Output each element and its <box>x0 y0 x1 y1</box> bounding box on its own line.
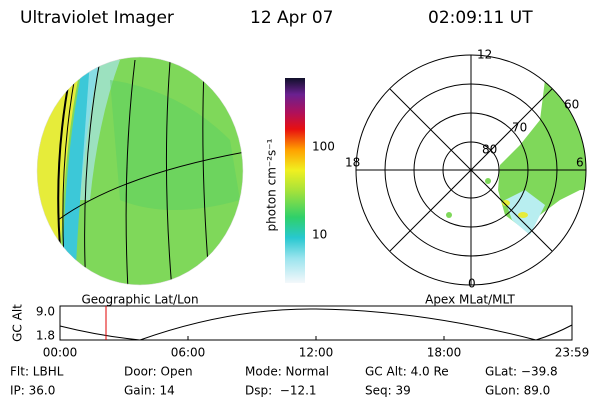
altitude-curve <box>59 308 573 341</box>
x-tick-label: 12:00 <box>299 346 334 360</box>
colorbar-tick-label: 100 <box>312 140 335 154</box>
colorbar-tick-label: 10 <box>312 228 327 242</box>
globe-outline <box>36 56 244 286</box>
status-field: IP: 36.0 <box>10 384 55 398</box>
status-field: Door: Open <box>124 365 193 379</box>
globe-image <box>37 57 243 285</box>
left-caption: Geographic Lat/Lon <box>81 293 198 307</box>
status-field: Gain: 14 <box>124 384 175 398</box>
footer: Flt: LBHL Door: Open Mode: Normal GC Alt: 4… <box>10 365 558 398</box>
x-ticks: 00:00 06:00 12:00 18:00 23:59 <box>43 336 590 360</box>
status-field: GLat: −39.8 <box>485 365 558 379</box>
polar-caption: Apex MLat/MLT <box>425 293 515 307</box>
y-tick-label: 1.8 <box>36 329 55 343</box>
polar-grid <box>355 54 587 286</box>
x-tick-label: 00:00 <box>43 346 78 360</box>
x-tick-label: 23:59 <box>555 346 590 360</box>
polar-hour-label: 12 <box>477 48 492 62</box>
status-field: Flt: LBHL <box>10 365 64 379</box>
polar-lat-label: 80 <box>482 143 497 157</box>
colorbar-label: photon cm⁻²s⁻¹ <box>265 138 279 231</box>
x-tick-label: 06:00 <box>171 346 206 360</box>
polar-lat-label: 60 <box>564 98 579 112</box>
date: 12 Apr 07 <box>250 8 333 28</box>
time: 02:09:11 UT <box>428 8 533 28</box>
status-field: GC Alt: 4.0 Re <box>365 365 449 379</box>
polar-lat-label: 70 <box>512 121 527 135</box>
y-axis-label: GC Alt <box>11 304 25 342</box>
altitude-frame <box>59 305 573 341</box>
polar-hour-label: 18 <box>345 156 360 170</box>
title: Ultraviolet Imager <box>20 8 174 28</box>
x-tick-label: 18:00 <box>427 346 462 360</box>
status-field: Dsp: −12.1 <box>245 384 317 398</box>
y-tick-label: 9.0 <box>36 305 55 319</box>
polar-hour-label: 0 <box>468 277 476 291</box>
status-field: Seq: 39 <box>365 384 411 398</box>
polar-image <box>446 70 586 235</box>
status-field: Mode: Normal <box>245 365 329 379</box>
polar-hour-label: 6 <box>576 156 584 170</box>
colorbar <box>285 78 305 283</box>
status-field: GLon: 89.0 <box>485 384 550 398</box>
